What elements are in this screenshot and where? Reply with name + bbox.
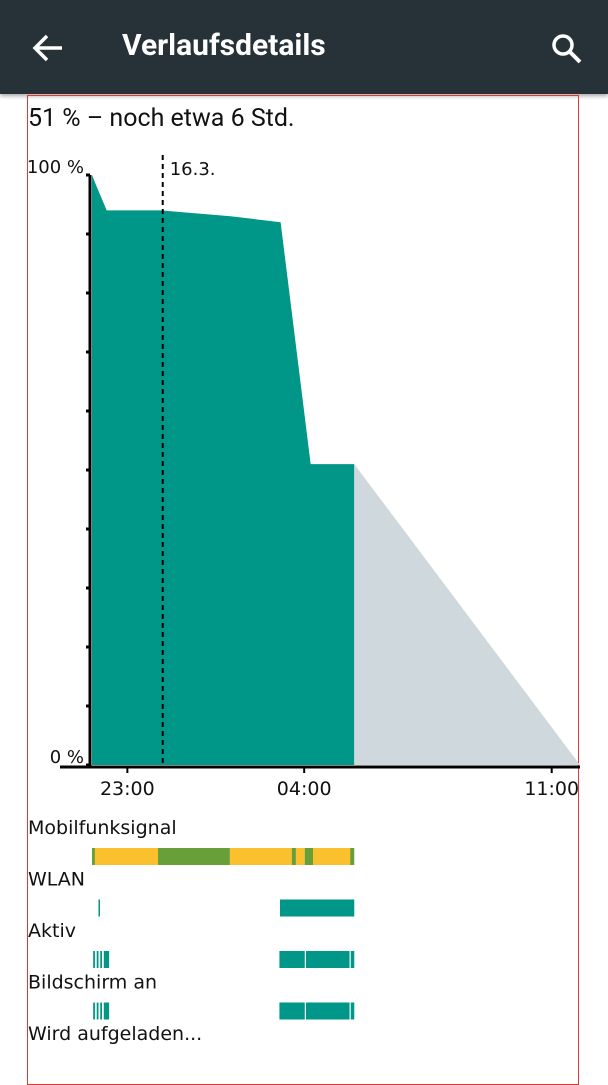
- track-label: Aktiv: [28, 920, 76, 942]
- track-label: Wird aufgeladen...: [28, 1023, 202, 1045]
- track-label: Bildschirm an: [28, 972, 157, 994]
- battery-area: [354, 464, 580, 765]
- y-tick-label: 0 %: [50, 747, 84, 768]
- track-label: Mobilfunksignal: [28, 817, 177, 839]
- track-segment: [305, 951, 350, 968]
- track-segment: [100, 951, 103, 968]
- track-label: WLAN: [28, 869, 85, 891]
- y-tick-label: 100 %: [27, 157, 84, 178]
- title: Verlaufsdetails: [122, 28, 326, 63]
- x-tick-label: 04:00: [277, 778, 332, 800]
- track-segment: [94, 848, 159, 865]
- track-segment: [279, 951, 305, 968]
- track-segment: [229, 848, 292, 865]
- track-segment: [313, 848, 351, 865]
- x-tick-label: 23:00: [100, 778, 155, 800]
- track-segment: [96, 1002, 99, 1020]
- track-segment: [103, 1002, 110, 1020]
- track-segment: [291, 848, 296, 865]
- search-button[interactable]: [552, 34, 582, 64]
- track-segment: [279, 1002, 305, 1020]
- app-bar: Verlaufsdetails: [0, 0, 608, 94]
- track-segment: [100, 1002, 103, 1020]
- summary: 51 % – noch etwa 6 Std.: [28, 104, 295, 133]
- track-segment: [96, 951, 99, 968]
- track-segment: [304, 848, 314, 865]
- track-segment: [305, 1002, 350, 1020]
- track-segment: [98, 899, 100, 917]
- track-segment: [350, 1002, 355, 1020]
- track-segment: [103, 951, 110, 968]
- track-segment: [295, 848, 305, 865]
- track-segment: [350, 951, 355, 968]
- track-segment: [92, 848, 95, 865]
- track-segment: [158, 848, 230, 865]
- track-segment: [93, 1002, 95, 1020]
- track-segment: [350, 848, 355, 865]
- app-bar-icons: [32, 34, 582, 64]
- track-segment: [93, 951, 95, 968]
- track-segment: [280, 899, 355, 917]
- date-marker-label: 16.3.: [170, 159, 216, 180]
- battery-area: [92, 175, 355, 765]
- x-tick-label: 11:00: [524, 778, 579, 800]
- back-button[interactable]: [32, 34, 62, 62]
